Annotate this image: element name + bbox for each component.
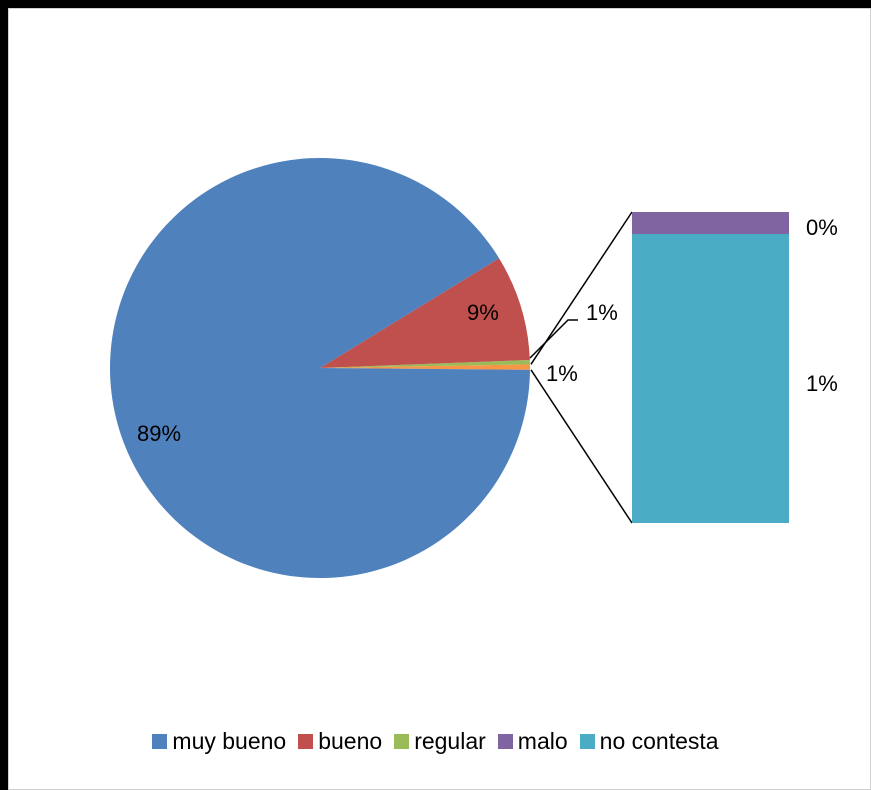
- legend-swatch: [394, 734, 410, 749]
- legend-swatch: [497, 734, 513, 749]
- connector-line-bottom: [530, 369, 633, 524]
- legend-item-regular: regular: [394, 728, 486, 755]
- bar-segment-malo: [632, 212, 789, 234]
- legend-swatch: [152, 734, 168, 749]
- label-leader-line: [529, 319, 578, 359]
- label-bueno: 9%: [467, 300, 499, 325]
- label-no-contesta: 1%: [806, 371, 838, 396]
- legend-label: bueno: [318, 728, 383, 754]
- pie-slice-muy-bueno: [110, 158, 530, 578]
- legend-item-malo: malo: [497, 728, 568, 755]
- legend-item-bueno: bueno: [298, 728, 382, 755]
- legend-label: muy bueno: [172, 728, 287, 754]
- label-muy-bueno: 89%: [137, 421, 181, 446]
- pie-slice-other: [320, 364, 530, 370]
- label-regular: 1%: [586, 300, 618, 325]
- data-labels: 89% 9% 1% 1% 0% 1%: [137, 215, 838, 446]
- legend-label: no contesta: [599, 728, 719, 754]
- pie-group: [110, 158, 530, 578]
- secondary-bar: [632, 212, 789, 523]
- legend-label: regular: [414, 728, 486, 754]
- connector-line-top: [530, 211, 633, 365]
- legend-item-no-contesta: no contesta: [579, 728, 719, 755]
- label-other: 1%: [546, 361, 578, 386]
- bar-segment-no-contesta: [632, 234, 789, 523]
- legend-item-muy-bueno: muy bueno: [152, 728, 286, 755]
- label-malo: 0%: [806, 215, 838, 240]
- pie-slice-bueno: [320, 258, 530, 368]
- pie-slice-regular: [320, 359, 530, 368]
- legend-swatch: [298, 734, 314, 749]
- legend-label: malo: [517, 728, 568, 754]
- legend: muy bueno bueno regular malo no contesta: [0, 728, 871, 755]
- legend-swatch: [579, 734, 595, 749]
- connector-lines: [529, 211, 633, 524]
